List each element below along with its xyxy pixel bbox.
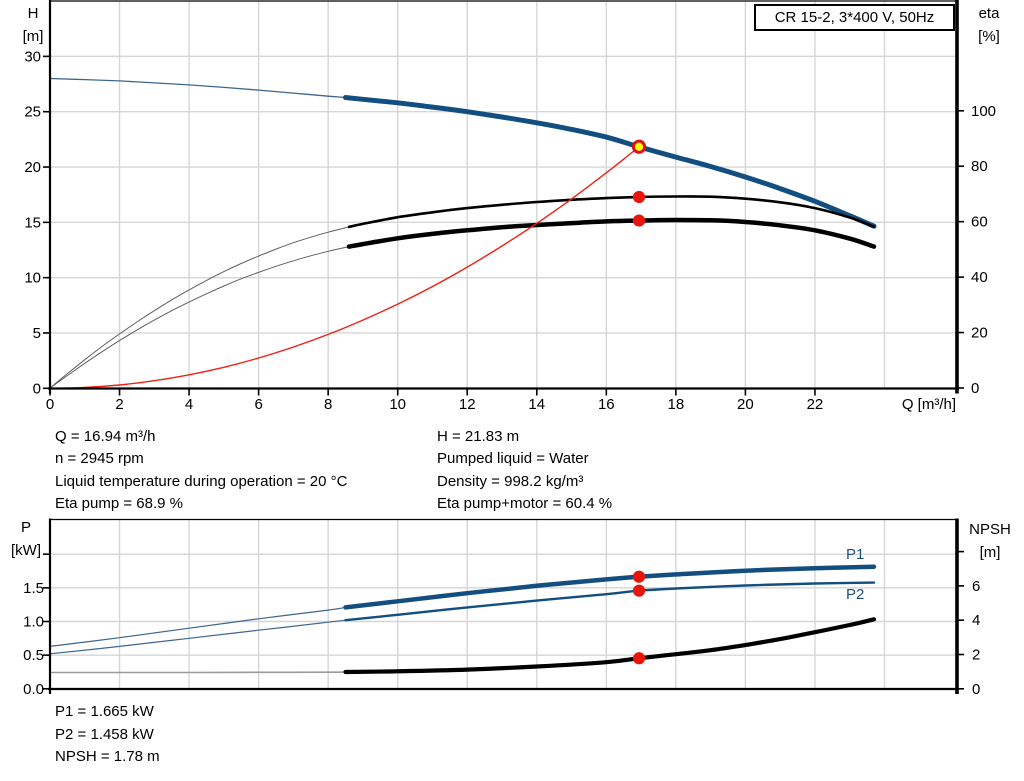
info-liquid-temperature: Liquid temperature during operation = 20… [55, 472, 348, 490]
left-axis-tick-label: 10 [24, 270, 41, 287]
head-efficiency-chart-curves [49, 77, 877, 389]
right-axis-tick-label: 0 [972, 681, 980, 698]
right-axis-tick-label: 0 [971, 380, 979, 397]
x-axis-tick-label: 8 [324, 396, 332, 413]
right-axis-tick-label: 20 [971, 325, 988, 342]
x-axis-tick-label: 0 [46, 396, 54, 413]
left-axis-tick-label: 0 [33, 380, 41, 397]
curve-head-curve-thin [49, 77, 346, 99]
x-axis-tick-label: 14 [528, 396, 545, 413]
right-axis-tick-label: 6 [972, 578, 980, 595]
duty-info-left-column: Q = 16.94 m³/h n = 2945 rpm Liquid tempe… [55, 426, 347, 515]
eta-axis-title-symbol: eta [978, 5, 1000, 22]
curve-head-curve [343, 95, 877, 229]
x-axis-title: Q [m³/h] [902, 396, 956, 413]
p-axis-title-unit: [kW] [11, 542, 41, 559]
head-efficiency-chart-grid [50, 1, 957, 389]
h-axis-title: H [m] [16, 2, 50, 48]
right-axis-tick-label: 40 [971, 269, 988, 286]
result-block: P1 = 1.665 kW P2 = 1.458 kW NPSH = 1.78 … [55, 701, 160, 769]
duty-info-right-column: H = 21.83 m Pumped liquid = Water Densit… [437, 426, 612, 515]
left-axis-tick-label: 25 [24, 104, 41, 121]
power-npsh-chart: 0.0 0.5 1.0 1.5 0 2 4 6 [23, 518, 980, 698]
x-axis-tick-label: 2 [115, 396, 123, 413]
curve-npsh-curve-thin [49, 671, 346, 674]
power-npsh-chart-curves [49, 564, 877, 675]
head-efficiency-chart-axes: 0 5 10 15 20 25 30 0 20 40 60 80 100 0 2 4 6 8 10 12 14 16 18 2… [24, 0, 996, 413]
result-p1: P1 = 1.665 kW [55, 703, 154, 720]
marker-p1-point [632, 570, 646, 583]
h-axis-title-unit: [m] [22, 28, 44, 45]
result-npsh: NPSH = 1.78 m [55, 748, 160, 765]
pump-title-box: CR 15-2, 3*400 V, 50Hz [754, 4, 955, 31]
x-axis-tick-label: 22 [807, 396, 824, 413]
p2-curve-label: P2 [846, 586, 865, 603]
eta-axis-title-unit: [%] [978, 28, 1000, 45]
head-efficiency-chart: 0 5 10 15 20 25 30 0 20 40 60 80 100 0 2 4 6 8 10 12 14 16 18 2… [24, 0, 996, 413]
info-eta-pump-motor: Eta pump+motor = 60.4 % [437, 494, 613, 512]
curve-eta-pump-motor-curve [346, 217, 877, 249]
right-axis-tick-label: 2 [972, 647, 980, 664]
left-axis-tick-label: 0.0 [23, 681, 44, 698]
x-axis-tick-label: 10 [389, 396, 406, 413]
curve-p2-curve-thin [49, 619, 346, 655]
npsh-axis-title: NPSH [m] [960, 518, 1020, 564]
head-efficiency-chart-markers [631, 139, 647, 227]
npsh-axis-title-symbol: NPSH [969, 521, 1011, 538]
left-axis-tick-label: 15 [24, 214, 41, 231]
x-axis-tick-label: 6 [254, 396, 262, 413]
x-axis-tick-label: 4 [185, 396, 193, 413]
right-axis-tick-label: 100 [971, 103, 996, 120]
curve-npsh-curve [343, 617, 877, 675]
x-axis-tick-label: 12 [459, 396, 476, 413]
left-axis-tick-label: 30 [24, 48, 41, 65]
left-axis-tick-label: 20 [24, 159, 41, 176]
info-pumped-liquid: Pumped liquid = Water [437, 450, 589, 468]
p-axis-title: P [kW] [4, 516, 48, 562]
curve-eta-pump-curve [347, 195, 876, 229]
marker-eta-pump-motor-point [632, 214, 646, 227]
right-axis-tick-label: 4 [972, 612, 980, 629]
curve-p2-curve [344, 581, 876, 622]
right-axis-tick-label: 80 [971, 158, 988, 175]
curve-eta-pump-curve-thin [49, 226, 350, 389]
marker-eta-pump-point [632, 190, 646, 204]
right-axis-tick-label: 60 [971, 214, 988, 231]
left-axis-tick-label: 1.0 [23, 614, 44, 631]
marker-npsh-point [632, 652, 646, 665]
left-axis-tick-label: 1.5 [23, 580, 44, 597]
info-density: Density = 998.2 kg/m³ [437, 472, 584, 490]
p-axis-title-symbol: P [20, 519, 31, 536]
x-axis-tick-label: 18 [668, 396, 685, 413]
x-axis-tick-label: 16 [598, 396, 615, 413]
curve-system-curve [49, 146, 640, 389]
info-speed: n = 2945 rpm [55, 450, 144, 468]
curve-p1-curve [343, 564, 877, 610]
info-head: H = 21.83 m [437, 428, 520, 445]
left-axis-tick-label: 0.5 [23, 647, 44, 664]
result-p2: P2 = 1.458 kW [55, 725, 154, 743]
eta-axis-title: eta [%] [966, 2, 1012, 48]
power-npsh-chart-markers [632, 570, 646, 665]
info-eta-pump: Eta pump = 68.9 % [55, 494, 183, 512]
x-axis-tick-label: 20 [737, 396, 754, 413]
marker-p2-point [632, 584, 646, 597]
power-npsh-chart-grid [50, 519, 957, 689]
npsh-axis-title-unit: [m] [979, 544, 1001, 561]
curve-eta-pump-motor-curve-thin [49, 246, 350, 389]
curve-p1-curve-thin [49, 606, 346, 647]
p1-curve-label: P1 [846, 546, 865, 563]
info-flow: Q = 16.94 m³/h [55, 428, 156, 445]
marker-duty-point [631, 139, 647, 154]
power-npsh-chart-axes: 0.0 0.5 1.0 1.5 0 2 4 6 [23, 518, 980, 698]
left-axis-tick-label: 5 [33, 325, 41, 342]
h-axis-title-symbol: H [27, 5, 39, 22]
